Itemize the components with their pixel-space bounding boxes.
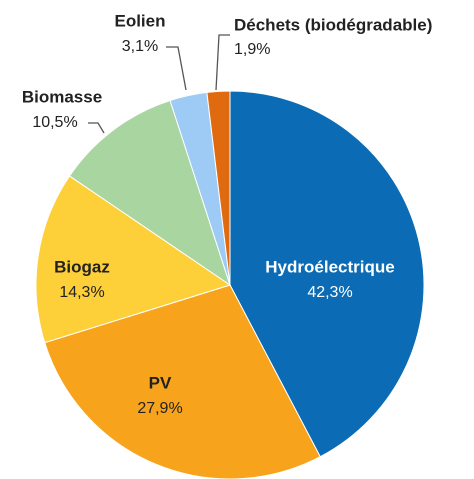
pie-slice [35, 175, 232, 344]
slice-value: 14,3% [59, 284, 104, 301]
pie-slice [44, 284, 321, 479]
slice-name: PV [149, 373, 172, 392]
pie [35, 90, 425, 479]
pie-slice [68, 99, 231, 287]
slice-value: 42,3% [307, 284, 352, 301]
slice-value: 27,9% [137, 400, 182, 417]
slice-name: Biomasse [22, 87, 102, 106]
slice-value: 10,5% [32, 114, 77, 131]
pie-slice [229, 90, 425, 458]
leader-line [166, 46, 187, 91]
slice-name: Déchets (biodégradable) [234, 15, 432, 34]
slice-value: 3,1% [122, 38, 158, 55]
slice-name: Hydroélectrique [265, 257, 394, 276]
leader-lines [88, 34, 230, 134]
pie-slice [206, 90, 231, 286]
slice-name: Biogaz [54, 257, 110, 276]
leader-line [215, 34, 230, 91]
slice-name: Eolien [114, 11, 165, 30]
slice-value: 1,9% [234, 41, 270, 58]
leader-line [88, 122, 105, 134]
